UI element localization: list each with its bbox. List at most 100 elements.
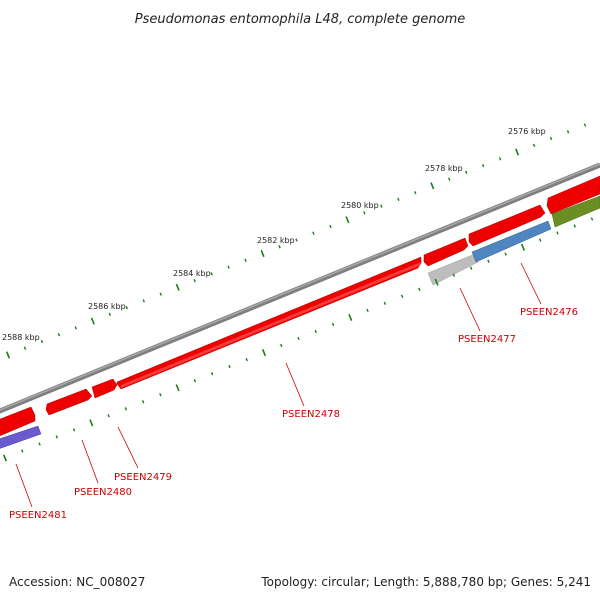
gene-label-pseen2480[interactable]: PSEEN2480 — [74, 487, 132, 498]
gene-pseen2478-shade — [121, 262, 421, 388]
outer-tick — [498, 157, 502, 161]
inner-tick — [400, 294, 404, 298]
inner-tick — [418, 287, 421, 291]
inner-tick — [452, 273, 456, 277]
inner-tick — [590, 217, 594, 221]
inner-tick — [504, 252, 507, 256]
leader-pseen2476 — [520, 262, 542, 305]
scale-label-2580: 2580 kbp — [341, 201, 379, 210]
inner-tick — [72, 428, 76, 432]
outer-tick — [532, 143, 536, 147]
gene-features — [0, 175, 600, 452]
inner-tick — [89, 419, 94, 427]
scale-label-2576: 2576 kbp — [508, 127, 546, 136]
scale-label-2586: 2586 kbp — [88, 302, 126, 311]
inner-tick — [141, 400, 145, 404]
inner-tick — [556, 231, 559, 235]
outer-tick — [329, 224, 332, 229]
outer-tick-ring — [5, 123, 587, 359]
outer-tick — [380, 204, 383, 208]
outer-tick — [5, 351, 11, 359]
leader-pseen2480 — [81, 439, 99, 484]
inner-tick — [280, 343, 283, 348]
inner-tick — [573, 224, 576, 228]
outer-tick — [57, 333, 61, 337]
gene-pseen2481-forward[interactable] — [0, 406, 36, 440]
outer-tick — [583, 123, 587, 127]
inner-tick — [331, 322, 335, 327]
inner-tick — [175, 384, 180, 392]
gene-label-pseen2478[interactable]: PSEEN2478 — [282, 409, 340, 420]
gene-labels: PSEEN2476 PSEEN2477 PSEEN2478 PSEEN2479 … — [9, 307, 578, 521]
inner-tick — [434, 278, 439, 286]
outer-tick — [312, 231, 315, 235]
inner-tick — [55, 435, 59, 439]
leader-pseen2481 — [15, 463, 33, 508]
gene-pseen2481-reverse[interactable] — [0, 425, 42, 452]
inner-tick-ring — [2, 217, 594, 462]
gene-pseen2479-arrow[interactable] — [91, 378, 118, 399]
leader-pseen2477 — [459, 287, 481, 332]
outer-tick — [227, 265, 230, 269]
outer-tick — [345, 216, 350, 224]
outer-tick — [397, 197, 400, 202]
outer-tick — [260, 250, 265, 258]
inner-tick — [193, 379, 197, 383]
outer-tick — [23, 346, 27, 350]
outer-tick — [430, 182, 435, 190]
outer-tick — [566, 130, 570, 134]
leader-pseen2478 — [285, 362, 305, 407]
inner-tick — [159, 393, 162, 397]
inner-tick — [383, 301, 387, 305]
gene-label-pseen2479[interactable]: PSEEN2479 — [114, 472, 172, 483]
genome-backbone — [0, 162, 600, 414]
inner-tick — [366, 308, 369, 313]
outer-tick — [159, 292, 162, 296]
inner-tick — [245, 357, 248, 362]
gene-forward-edge[interactable] — [546, 175, 600, 215]
inner-tick — [520, 243, 526, 251]
inner-tick — [2, 454, 8, 462]
label-leaders — [15, 262, 542, 508]
inner-tick — [210, 372, 214, 376]
outer-tick — [549, 136, 553, 141]
outer-tick — [175, 283, 180, 291]
scale-label-2578: 2578 kbp — [425, 164, 463, 173]
scale-label-2584: 2584 kbp — [173, 269, 211, 278]
genome-backbone-highlight — [0, 163, 600, 411]
inner-tick — [107, 414, 110, 418]
gene-olive-reverse[interactable] — [551, 195, 600, 228]
outer-tick — [363, 211, 366, 215]
inner-tick — [261, 349, 267, 357]
inner-tick — [487, 259, 490, 263]
gene-pseen2477-forward[interactable] — [423, 237, 469, 267]
outer-tick — [40, 339, 44, 344]
outer-tick — [244, 258, 247, 262]
outer-tick — [90, 317, 95, 325]
scale-labels: 2576 kbp 2578 kbp 2580 kbp 2582 kbp 2584… — [2, 127, 546, 342]
outer-tick — [210, 272, 213, 276]
leader-pseen2479 — [117, 426, 139, 469]
inner-tick — [297, 336, 300, 341]
gene-label-pseen2476[interactable]: PSEEN2476 — [520, 307, 578, 318]
scale-label-2588: 2588 kbp — [2, 333, 40, 342]
gene-label-pseen2481[interactable]: PSEEN2481 — [9, 510, 67, 521]
gene-pseen2477-reverse[interactable] — [427, 253, 479, 286]
inner-tick — [314, 329, 317, 334]
outer-tick — [193, 278, 196, 283]
outer-tick — [515, 148, 520, 156]
outer-tick — [295, 238, 298, 242]
gene-pseen2476-forward[interactable] — [468, 204, 546, 247]
genome-summary-text: Topology: circular; Length: 5,888,780 bp… — [260, 575, 591, 589]
inner-tick — [124, 407, 128, 411]
inner-tick — [228, 364, 231, 369]
inner-tick — [21, 449, 24, 453]
gene-pseen2480-arrow[interactable] — [45, 388, 93, 416]
outer-tick — [74, 326, 78, 330]
map-title: Pseudomonas entomophila L48, complete ge… — [135, 12, 466, 27]
outer-tick — [465, 170, 468, 174]
gene-pseen2476-reverse[interactable] — [471, 220, 552, 263]
gene-label-pseen2477[interactable]: PSEEN2477 — [458, 334, 516, 345]
outer-tick — [278, 245, 281, 249]
inner-tick — [538, 238, 542, 242]
